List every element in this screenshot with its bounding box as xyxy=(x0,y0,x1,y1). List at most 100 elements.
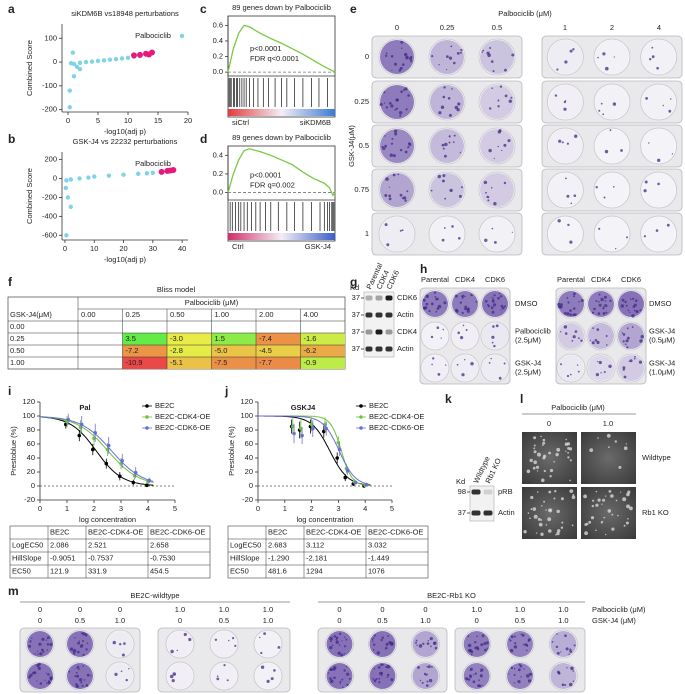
colony xyxy=(554,94,558,97)
colony xyxy=(41,637,45,641)
table-cell-bg xyxy=(211,357,256,369)
colony xyxy=(490,357,492,360)
colony xyxy=(216,677,220,681)
colony xyxy=(573,295,575,298)
colony xyxy=(560,303,563,306)
well-stain xyxy=(211,663,237,689)
colony xyxy=(449,188,453,193)
colony xyxy=(464,305,468,309)
colony xyxy=(633,309,636,312)
colony xyxy=(436,307,440,310)
colony xyxy=(612,102,617,106)
colony xyxy=(501,149,503,152)
colony xyxy=(566,312,570,316)
fit-curve xyxy=(258,415,371,486)
colony xyxy=(372,640,374,642)
colony xyxy=(481,51,484,53)
colony xyxy=(474,672,477,675)
y-tick-label: 40 xyxy=(245,453,253,462)
point xyxy=(63,185,69,191)
colony xyxy=(49,676,53,680)
well-stain xyxy=(452,355,478,381)
colony xyxy=(188,637,192,642)
colony xyxy=(597,361,599,363)
well-stain xyxy=(380,173,414,207)
table-cell: -0.9 xyxy=(304,358,317,367)
colony xyxy=(640,335,644,339)
colony xyxy=(504,68,507,72)
colony xyxy=(395,98,399,102)
colony xyxy=(504,94,508,98)
colony xyxy=(170,649,174,654)
table-header: 0.50 xyxy=(170,310,185,319)
rank-colorbar xyxy=(228,109,335,116)
colony xyxy=(662,104,664,107)
colony xyxy=(626,327,629,330)
well xyxy=(616,321,646,351)
colony xyxy=(558,139,562,143)
well-stain xyxy=(430,129,464,163)
colony xyxy=(329,668,333,671)
annotation: Palbociclib xyxy=(135,31,171,40)
cell xyxy=(629,506,633,511)
table-cell: -4.5 xyxy=(259,346,272,355)
colony xyxy=(339,632,342,636)
colony xyxy=(622,340,625,343)
well-stain xyxy=(480,173,514,207)
cell xyxy=(538,522,543,527)
colony xyxy=(428,678,433,683)
panel-label: l xyxy=(520,392,523,406)
y-axis-title: Prestoblue (%) xyxy=(227,426,236,476)
well xyxy=(165,661,195,691)
colony xyxy=(627,336,630,340)
table-cell: -2.8 xyxy=(170,346,183,355)
cell xyxy=(567,451,569,454)
colony xyxy=(114,672,118,677)
well xyxy=(378,215,416,253)
colony xyxy=(448,141,451,144)
colony xyxy=(556,68,559,71)
colony xyxy=(120,670,123,673)
colony xyxy=(491,335,495,339)
well-stain xyxy=(430,217,464,251)
point xyxy=(135,171,141,176)
band xyxy=(385,346,393,352)
panel-label: k xyxy=(445,392,452,406)
colony xyxy=(457,331,461,335)
colony xyxy=(563,325,568,329)
group-label: siCtrl xyxy=(232,118,249,127)
table-cell-bg xyxy=(256,333,301,345)
colony xyxy=(389,102,392,105)
well xyxy=(478,171,516,209)
colony xyxy=(335,638,338,641)
colony xyxy=(561,683,565,687)
colony xyxy=(631,326,634,328)
colony xyxy=(476,635,478,638)
colony xyxy=(577,370,580,373)
table-cell-bg xyxy=(211,333,256,345)
colony xyxy=(378,677,381,680)
colony xyxy=(76,665,80,669)
colony xyxy=(384,647,387,650)
colony xyxy=(521,633,525,637)
cell xyxy=(536,470,539,472)
colony xyxy=(485,300,488,303)
panel-label: a xyxy=(8,2,15,16)
colony xyxy=(374,634,376,637)
table-cell: 2.521 xyxy=(88,540,107,549)
colony xyxy=(564,634,567,637)
table-cell: -7.7 xyxy=(259,358,272,367)
point xyxy=(107,57,113,62)
colony xyxy=(119,643,122,646)
colony xyxy=(645,97,648,100)
colony xyxy=(460,186,463,189)
y-tick-label: 0 xyxy=(53,57,57,66)
colony xyxy=(651,46,654,49)
x-tick-label: 2 xyxy=(310,504,314,513)
colony xyxy=(34,653,36,655)
colony xyxy=(633,357,636,360)
enrichment-line xyxy=(227,24,336,73)
well-stain xyxy=(167,631,193,657)
condition-label: 1.0 xyxy=(219,605,229,614)
colony xyxy=(372,637,375,639)
